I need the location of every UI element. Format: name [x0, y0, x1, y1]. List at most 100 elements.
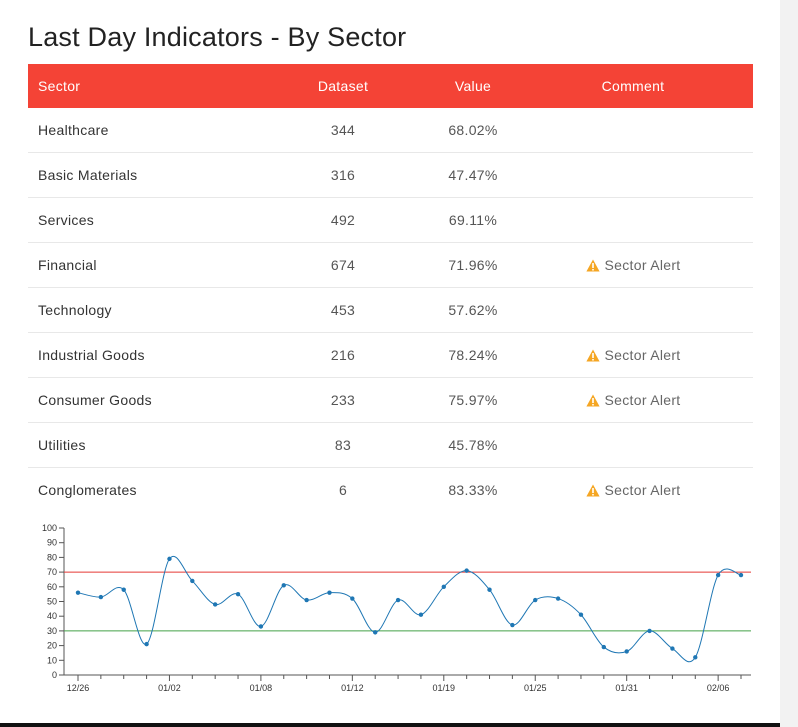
- data-point: [533, 597, 538, 603]
- data-point: [510, 622, 515, 628]
- data-point: [693, 655, 698, 660]
- window-right-gutter: [780, 0, 798, 727]
- table-row[interactable]: Consumer Goods 233 75.97% Sector Alert: [28, 377, 753, 423]
- table-row[interactable]: Industrial Goods 216 78.24% Sector Alert: [28, 332, 753, 378]
- y-tick-label: 30: [47, 626, 57, 636]
- cell-value: 69.11%: [433, 197, 513, 243]
- cell-sector: Conglomerates: [38, 482, 137, 498]
- cell-comment: [513, 152, 753, 198]
- x-tick-label: 01/31: [615, 683, 638, 693]
- cell-dataset: 492: [253, 197, 433, 243]
- data-point: [281, 583, 286, 588]
- cell-value: 83.33%: [448, 482, 498, 498]
- data-point: [98, 594, 104, 600]
- warning-triangle-icon: [585, 484, 600, 497]
- sector-alert: Sector Alert: [585, 482, 681, 498]
- table-row[interactable]: Technology 453 57.62%: [28, 287, 753, 333]
- cell-value: 68.02%: [433, 108, 513, 153]
- cell-dataset: 6: [338, 482, 348, 498]
- cell-comment: [513, 108, 753, 153]
- table-header-row: Sector Dataset Value Comment: [28, 64, 753, 108]
- cell-value: 71.96%: [433, 242, 513, 288]
- data-point: [738, 572, 744, 578]
- x-tick-label: 01/19: [433, 683, 456, 693]
- cell-comment: Sector Alert: [513, 242, 753, 288]
- sector-alert-label: Sector Alert: [604, 482, 681, 498]
- main-content: Last Day Indicators - By Sector Sector D…: [28, 0, 753, 512]
- cell-dataset: 83: [253, 422, 433, 468]
- column-header-value[interactable]: Value: [433, 64, 513, 108]
- column-header-comment[interactable]: Comment: [513, 64, 753, 108]
- x-tick-label: 01/25: [524, 683, 547, 693]
- y-tick-label: 20: [47, 641, 57, 651]
- page-title: Last Day Indicators - By Sector: [28, 22, 407, 52]
- data-point: [167, 556, 172, 562]
- cell-sector: Financial: [28, 242, 253, 288]
- cell-dataset: 216: [253, 332, 433, 378]
- data-point: [464, 568, 469, 573]
- cell-sector: Industrial Goods: [28, 332, 253, 378]
- x-tick-label: 01/12: [341, 683, 364, 693]
- y-tick-label: 100: [42, 523, 57, 533]
- x-tick-label: 01/02: [158, 683, 181, 693]
- sector-table: Sector Dataset Value Comment Healthcare …: [28, 64, 753, 512]
- bottom-edge-bar: [0, 723, 780, 727]
- cell-comment: Sector Alert: [513, 332, 753, 378]
- cell-sector: Consumer Goods: [28, 377, 253, 423]
- data-point: [304, 597, 309, 603]
- cell-dataset: 674: [253, 242, 433, 288]
- cell-comment: Sector Alert: [513, 468, 753, 513]
- sector-alert: Sector Alert: [585, 392, 681, 408]
- y-tick-label: 10: [47, 655, 57, 665]
- y-tick-label: 50: [47, 597, 57, 607]
- warning-triangle-icon: [585, 349, 600, 362]
- cell-value: 78.24%: [433, 332, 513, 378]
- data-point: [350, 596, 355, 601]
- cell-sector: Utilities: [28, 422, 253, 468]
- data-point: [715, 572, 721, 578]
- column-header-sector[interactable]: Sector: [28, 64, 253, 108]
- series-line: [77, 555, 742, 663]
- y-tick-label: 0: [52, 670, 57, 680]
- cell-sector: Basic Materials: [28, 152, 253, 198]
- cell-dataset: 344: [253, 108, 433, 153]
- y-tick-label: 70: [47, 567, 57, 577]
- data-point: [624, 649, 629, 654]
- data-point: [487, 587, 492, 592]
- sector-alert-label: Sector Alert: [604, 257, 681, 273]
- cell-value: 57.62%: [433, 287, 513, 333]
- cell-sector: Technology: [28, 287, 253, 333]
- cell-dataset: 233: [253, 377, 433, 423]
- table-row[interactable]: Utilities 83 45.78%: [28, 422, 753, 468]
- y-tick-label: 60: [47, 582, 57, 592]
- sector-alert: Sector Alert: [585, 347, 681, 363]
- cell-value: 47.47%: [433, 152, 513, 198]
- data-point: [327, 590, 332, 595]
- cell-dataset: 316: [253, 152, 433, 198]
- data-point: [144, 641, 149, 647]
- cell-value: 75.97%: [433, 377, 513, 423]
- sector-alert-label: Sector Alert: [604, 392, 681, 408]
- table-row[interactable]: Services 492 69.11%: [28, 197, 753, 243]
- data-point: [258, 624, 264, 629]
- data-point: [235, 591, 241, 597]
- table-row[interactable]: Conglomerates 6 83.33% Sector Alert: [28, 468, 753, 513]
- table-row[interactable]: Financial 674 71.96% Sector Alert: [28, 242, 753, 288]
- cell-comment: [513, 287, 753, 333]
- data-point: [190, 578, 195, 584]
- y-tick-label: 80: [47, 552, 57, 562]
- table-row[interactable]: Basic Materials 316 47.47%: [28, 152, 753, 198]
- x-tick-label: 12/26: [67, 683, 90, 693]
- table-row[interactable]: Healthcare 344 68.02%: [28, 108, 753, 153]
- data-point: [670, 646, 675, 651]
- cell-comment: [513, 197, 753, 243]
- data-point: [395, 597, 401, 603]
- sector-value-line-chart: 0 10 20 30 40 50 60 70 80 90 100 12/26 01/02 01/08 01/…: [42, 523, 751, 693]
- sector-alert: Sector Alert: [585, 257, 681, 273]
- data-point: [647, 628, 652, 634]
- cell-sector: Services: [28, 197, 253, 243]
- sector-alert-label: Sector Alert: [604, 347, 681, 363]
- column-header-dataset[interactable]: Dataset: [253, 64, 433, 108]
- y-tick-label: 90: [47, 538, 57, 548]
- warning-triangle-icon: [585, 394, 600, 407]
